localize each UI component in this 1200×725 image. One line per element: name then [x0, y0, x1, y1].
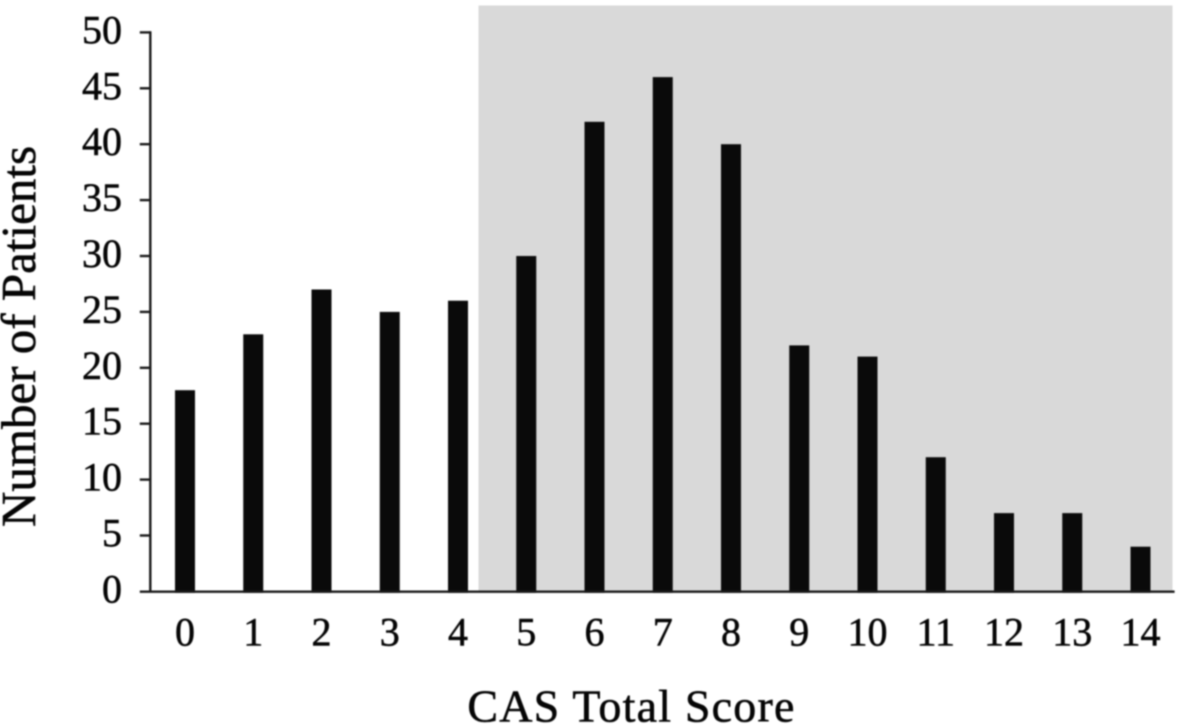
- svg-text:0: 0: [175, 610, 195, 655]
- svg-text:25: 25: [82, 287, 122, 332]
- svg-text:CAS Total Score: CAS Total Score: [467, 681, 795, 725]
- svg-text:35: 35: [82, 175, 122, 220]
- svg-text:5: 5: [516, 610, 536, 655]
- svg-text:20: 20: [82, 343, 122, 388]
- svg-text:15: 15: [82, 399, 122, 444]
- svg-text:7: 7: [653, 610, 673, 655]
- svg-text:5: 5: [102, 511, 122, 556]
- svg-text:14: 14: [1121, 610, 1161, 655]
- svg-text:0: 0: [102, 566, 122, 611]
- svg-text:11: 11: [916, 610, 955, 655]
- svg-text:Number of Patients: Number of Patients: [0, 146, 46, 527]
- svg-text:45: 45: [82, 63, 122, 108]
- svg-text:40: 40: [82, 119, 122, 164]
- svg-text:2: 2: [312, 610, 332, 655]
- svg-text:50: 50: [82, 7, 122, 52]
- svg-text:10: 10: [82, 455, 122, 500]
- svg-text:1: 1: [243, 610, 263, 655]
- svg-text:12: 12: [984, 610, 1024, 655]
- svg-text:30: 30: [82, 231, 122, 276]
- svg-text:6: 6: [585, 610, 605, 655]
- svg-text:13: 13: [1052, 610, 1092, 655]
- svg-text:9: 9: [789, 610, 809, 655]
- svg-text:3: 3: [380, 610, 400, 655]
- svg-text:4: 4: [448, 610, 468, 655]
- svg-text:8: 8: [721, 610, 741, 655]
- svg-text:10: 10: [848, 610, 888, 655]
